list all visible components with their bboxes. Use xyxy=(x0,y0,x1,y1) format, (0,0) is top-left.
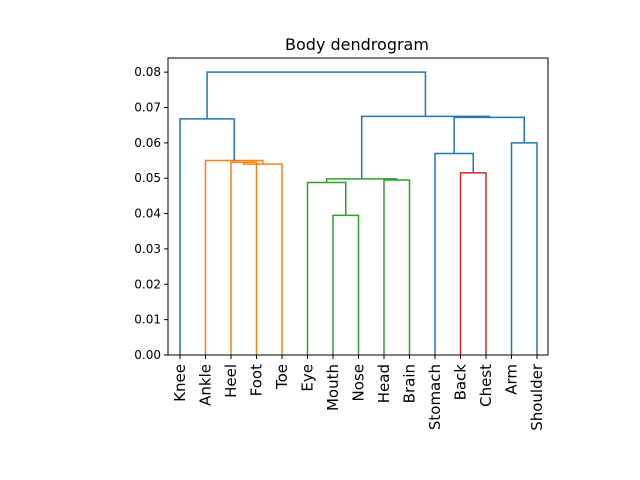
leaf-label-heel: Heel xyxy=(222,364,240,398)
leaf-label-knee: Knee xyxy=(171,364,189,402)
link-n_back_chest xyxy=(459,172,487,355)
link-n_eye_grp xyxy=(306,181,347,355)
y-tick-label: 0.02 xyxy=(134,277,161,291)
y-tick-label: 0.05 xyxy=(134,171,161,185)
y-tick-label: 0.00 xyxy=(134,348,161,362)
leaf-label-eye: Eye xyxy=(299,364,317,392)
leaf-label-mouth: Mouth xyxy=(324,364,342,411)
leaf-label-brain: Brain xyxy=(401,364,419,403)
link-n_leg xyxy=(179,118,235,355)
link-n_arm_sh xyxy=(510,142,538,355)
link-n_ankle_grp xyxy=(204,159,264,355)
leaf-label-arm: Arm xyxy=(503,364,521,395)
y-tick-label: 0.04 xyxy=(134,207,161,221)
x-axis: Knee Ankle Heel Foot Toe Eye Mouth Nose Head Brai… xyxy=(171,355,546,431)
leaf-label-ankle: Ankle xyxy=(197,364,215,406)
leaf-label-foot: Foot xyxy=(248,364,266,396)
link-n_mouth_nose xyxy=(332,214,360,355)
leaf-label-back: Back xyxy=(452,364,470,401)
dendrogram-links xyxy=(179,71,538,355)
y-tick-label: 0.07 xyxy=(134,101,161,115)
y-tick-label: 0.03 xyxy=(134,242,161,256)
leaf-label-stomach: Stomach xyxy=(426,364,444,430)
leaf-label-chest: Chest xyxy=(477,364,495,407)
link-n_upper xyxy=(453,116,525,154)
link-n_root xyxy=(206,71,427,119)
link-n_heel_foot xyxy=(230,161,258,355)
leaf-label-toe: Toe xyxy=(273,364,291,390)
leaf-label-head: Head xyxy=(375,364,393,403)
link-n_torso xyxy=(434,152,474,355)
link-n_hf_toe xyxy=(243,162,283,355)
y-tick-label: 0.06 xyxy=(134,136,161,150)
leaf-label-shoulder: Shoulder xyxy=(528,363,546,431)
y-tick-label: 0.08 xyxy=(134,65,161,79)
leaf-label-nose: Nose xyxy=(350,364,368,401)
y-tick-label: 0.01 xyxy=(134,313,161,327)
link-n_head_brain xyxy=(383,179,411,355)
chart-title: Body dendrogram xyxy=(285,35,429,54)
link-n_head_upper xyxy=(360,115,490,179)
y-axis: 0.00 0.01 0.02 0.03 0.04 0.05 0.06 0.07 0.08 xyxy=(134,65,168,362)
